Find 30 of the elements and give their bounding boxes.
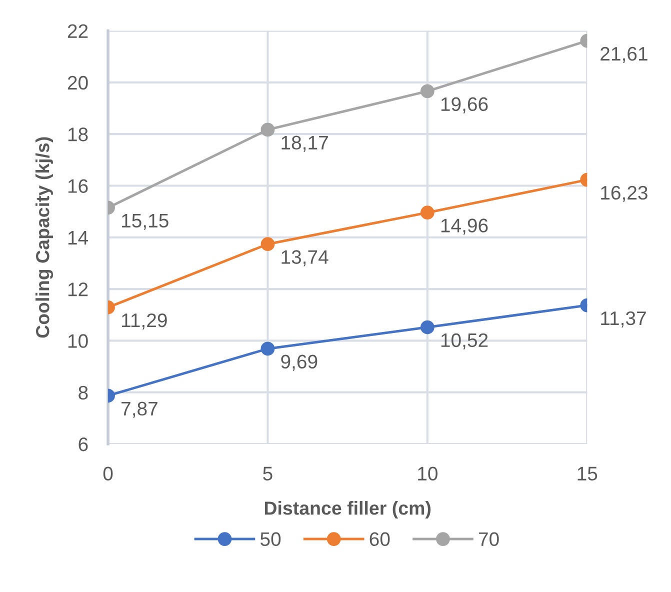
data-label: 14,96 (441, 218, 488, 235)
legend-label: 60 (370, 532, 390, 546)
y-tick-label: 16 (68, 179, 88, 193)
data-label: 21,61 (600, 46, 648, 63)
data-label: 19,66 (441, 97, 488, 114)
y-tick-label: 18 (68, 128, 88, 142)
data-label: 7,87 (122, 402, 158, 418)
y-tick-label: 20 (68, 76, 88, 90)
legend-label: 70 (478, 532, 499, 546)
data-label: 11,29 (122, 313, 167, 330)
y-tick-label: 8 (78, 386, 88, 400)
data-label: 16,23 (601, 186, 648, 202)
data-label: 10,52 (441, 333, 488, 350)
x-tick-label: 0 (103, 466, 113, 481)
y-tick-label: 22 (68, 24, 88, 38)
y-tick-label: 10 (68, 334, 88, 348)
y-tick-label: 14 (68, 231, 88, 244)
x-tick-label: 15 (578, 466, 598, 481)
data-label: 15,15 (122, 214, 168, 230)
data-label: 11,37 (601, 311, 646, 328)
x-axis-title: Distance filler (cm) (264, 501, 431, 518)
data-label: 13,74 (282, 250, 328, 266)
legend-label: 50 (260, 532, 281, 546)
y-tick-label: 6 (78, 437, 88, 452)
x-tick-label: 10 (418, 466, 438, 481)
y-axis-title: Cooling Capacity (kj/s) (36, 137, 54, 338)
x-tick-label: 5 (263, 466, 272, 481)
data-label: 9,69 (281, 354, 318, 371)
data-label: 18,17 (282, 136, 328, 152)
y-tick-label: 12 (68, 282, 88, 296)
